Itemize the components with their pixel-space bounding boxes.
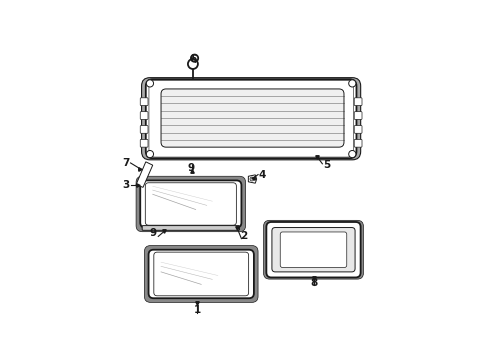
FancyBboxPatch shape [148,250,254,298]
FancyBboxPatch shape [140,112,148,120]
Circle shape [349,150,356,158]
Circle shape [250,177,254,181]
FancyBboxPatch shape [140,180,242,228]
FancyBboxPatch shape [354,112,362,120]
Text: 9: 9 [188,163,195,173]
Text: 3: 3 [122,180,129,190]
Circle shape [349,80,356,87]
FancyBboxPatch shape [280,232,347,267]
FancyBboxPatch shape [267,222,361,278]
Text: 1: 1 [194,305,201,315]
Circle shape [147,80,153,87]
Text: 7: 7 [122,158,129,168]
FancyBboxPatch shape [136,176,245,232]
FancyBboxPatch shape [140,139,148,147]
Text: 4: 4 [259,170,266,180]
FancyBboxPatch shape [146,79,356,158]
Text: 2: 2 [241,230,248,240]
Text: 6: 6 [189,54,196,64]
FancyBboxPatch shape [140,126,148,133]
FancyBboxPatch shape [140,98,148,105]
Text: 8: 8 [310,278,318,288]
Polygon shape [248,175,257,183]
Circle shape [188,59,198,69]
FancyBboxPatch shape [354,139,362,147]
Text: 9: 9 [150,228,157,238]
FancyBboxPatch shape [354,126,362,133]
FancyBboxPatch shape [161,89,344,147]
FancyBboxPatch shape [145,246,258,302]
FancyBboxPatch shape [142,226,240,230]
FancyBboxPatch shape [272,228,355,272]
Circle shape [147,150,153,158]
FancyBboxPatch shape [142,78,361,160]
Polygon shape [136,162,153,187]
FancyBboxPatch shape [264,220,364,279]
Text: 5: 5 [323,160,330,170]
FancyBboxPatch shape [354,98,362,105]
